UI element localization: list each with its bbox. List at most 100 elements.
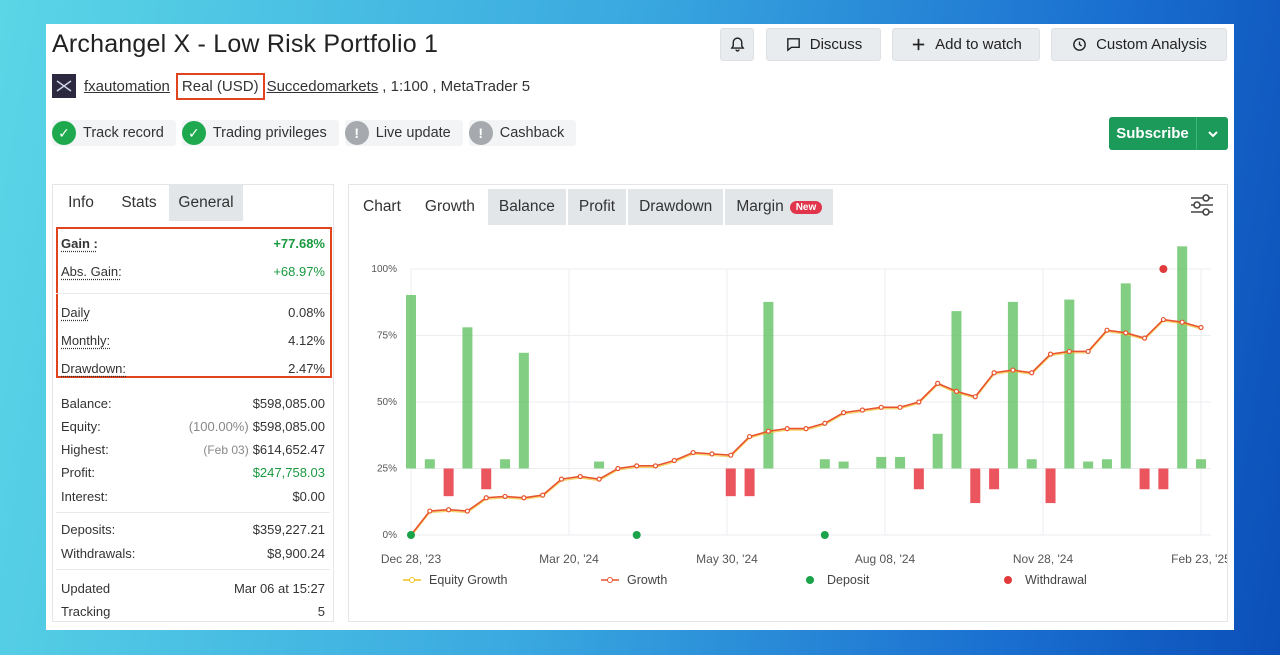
stat-value: +77.68%: [273, 236, 325, 251]
growth-point: [446, 507, 452, 513]
custom-analysis-button[interactable]: Custom Analysis: [1051, 28, 1227, 61]
badge-live-update: ! Live update: [344, 120, 463, 146]
deposit-marker: [820, 531, 829, 539]
highlight-box: [56, 227, 332, 378]
growth-point: [558, 476, 565, 482]
avatar-logo-icon: [56, 80, 72, 92]
stat-label: Daily: [61, 305, 90, 320]
stat-label: Deposits:: [61, 522, 116, 537]
discuss-button[interactable]: Discuss: [766, 28, 881, 61]
stat-deposits: Deposits: $359,227.21: [61, 522, 325, 537]
growth-point: [483, 495, 489, 501]
loss-bar: [1158, 468, 1169, 490]
growth-point: [1123, 330, 1129, 336]
settings-sliders-icon[interactable]: [1189, 193, 1215, 217]
divider: [56, 512, 330, 513]
tab-chart[interactable]: Chart: [363, 198, 401, 215]
stat-value: $247,758.03: [252, 465, 325, 480]
stat-label: Profit:: [61, 465, 95, 480]
avatar[interactable]: [52, 74, 76, 98]
stat-label: Withdrawals:: [61, 546, 136, 561]
growth-point: [1160, 316, 1166, 323]
growth-point: [1104, 327, 1110, 333]
profit-bar: [763, 301, 774, 469]
legend-dot-icon: [1004, 576, 1012, 584]
tab-growth[interactable]: Growth: [413, 189, 486, 225]
stat-value: 0.08%: [288, 305, 325, 320]
tab-profit[interactable]: Profit: [567, 189, 627, 225]
legend-deposit[interactable]: Deposit: [801, 573, 999, 587]
legend-equity-growth[interactable]: Equity Growth: [403, 573, 601, 587]
tab-stats[interactable]: Stats: [121, 194, 157, 211]
profit-bar: [1177, 246, 1188, 469]
growth-point: [634, 463, 640, 469]
chevron-down-icon[interactable]: [1196, 117, 1228, 150]
stat-withdrawals: Withdrawals: $8,900.24: [61, 546, 325, 561]
stat-gain: Gain : +77.68%: [61, 236, 325, 251]
tab-margin-label: Margin: [736, 198, 784, 215]
growth-point: [671, 457, 677, 464]
growth-point: [765, 428, 771, 434]
subscribe-label: Subscribe: [1116, 125, 1189, 142]
x-tick-label: Mar 20, '24: [539, 552, 599, 566]
growth-point: [1029, 370, 1035, 376]
legend-withdrawal[interactable]: Withdrawal: [999, 573, 1087, 587]
account-details: , 1:100 , MetaTrader 5: [382, 77, 531, 95]
profit-bar: [895, 456, 906, 469]
growth-point: [897, 404, 903, 410]
x-tick-label: Feb 23, '25: [1171, 552, 1227, 566]
stat-equity: Equity: (100.00%) $598,085.00: [61, 419, 325, 434]
stat-tracking: Tracking 5: [61, 604, 325, 619]
broker-link[interactable]: Succedomarkets: [266, 77, 379, 95]
growth-point: [1085, 348, 1091, 355]
user-link[interactable]: fxautomation: [84, 77, 170, 95]
stat-value: 4.12%: [288, 333, 325, 348]
profit-bar: [1101, 459, 1112, 469]
growth-point: [803, 426, 809, 432]
legend-line-icon: [601, 577, 619, 583]
growth-point: [1179, 319, 1185, 325]
stats-panel: Info Stats General Gain : +77.68% Abs. Ga…: [52, 184, 334, 622]
stats-tabs: Info Stats General: [53, 185, 333, 221]
loss-bar: [481, 468, 492, 490]
legend-label: Withdrawal: [1025, 573, 1087, 587]
loss-bar: [913, 468, 924, 490]
plus-icon: [912, 38, 925, 51]
stat-label: Balance:: [61, 396, 112, 411]
legend-growth[interactable]: Growth: [601, 573, 801, 587]
legend-label: Equity Growth: [429, 573, 508, 587]
stat-value: 5: [317, 604, 325, 619]
page-title: Archangel X - Low Risk Portfolio 1: [52, 30, 439, 58]
loss-bar: [725, 468, 736, 497]
chart-tabs: Chart Growth Balance Profit Drawdown Mar…: [355, 189, 835, 225]
legend-label: Deposit: [827, 573, 870, 587]
tab-info[interactable]: Info: [53, 185, 109, 221]
stat-updated: Updated Mar 06 at 15:27: [61, 581, 325, 596]
stat-label: Drawdown:: [61, 361, 127, 376]
legend-dot-icon: [806, 576, 814, 584]
profit-bar: [838, 461, 849, 469]
withdrawal-marker: [1159, 265, 1168, 273]
add-to-watch-button[interactable]: Add to watch: [892, 28, 1040, 61]
loss-bar: [443, 468, 454, 497]
stat-label: Tracking: [61, 604, 111, 619]
tab-balance[interactable]: Balance: [487, 189, 566, 225]
profit-bar: [594, 461, 605, 469]
x-tick-label: Aug 08, '24: [855, 552, 916, 566]
tab-margin[interactable]: Margin New: [725, 189, 834, 225]
stat-value: 2.47%: [288, 361, 325, 376]
check-icon: ✓: [181, 121, 206, 145]
notification-button[interactable]: [720, 28, 754, 61]
profit-bar: [819, 459, 830, 469]
account-info: fxautomation Real (USD) Succedomarkets ,…: [52, 72, 531, 100]
stat-drawdown: Drawdown: 2.47%: [61, 361, 325, 376]
subscribe-button[interactable]: Subscribe: [1109, 117, 1228, 150]
tab-general[interactable]: General: [169, 185, 243, 221]
stat-value: $598,085.00: [252, 396, 325, 411]
growth-point: [652, 463, 659, 469]
add-watch-label: Add to watch: [935, 36, 1022, 53]
profit-bar: [1083, 461, 1094, 469]
chart-legend: Equity Growth Growth Deposit Withdrawal: [403, 573, 1087, 587]
stat-daily: Daily 0.08%: [61, 305, 325, 320]
tab-drawdown[interactable]: Drawdown: [628, 189, 724, 225]
